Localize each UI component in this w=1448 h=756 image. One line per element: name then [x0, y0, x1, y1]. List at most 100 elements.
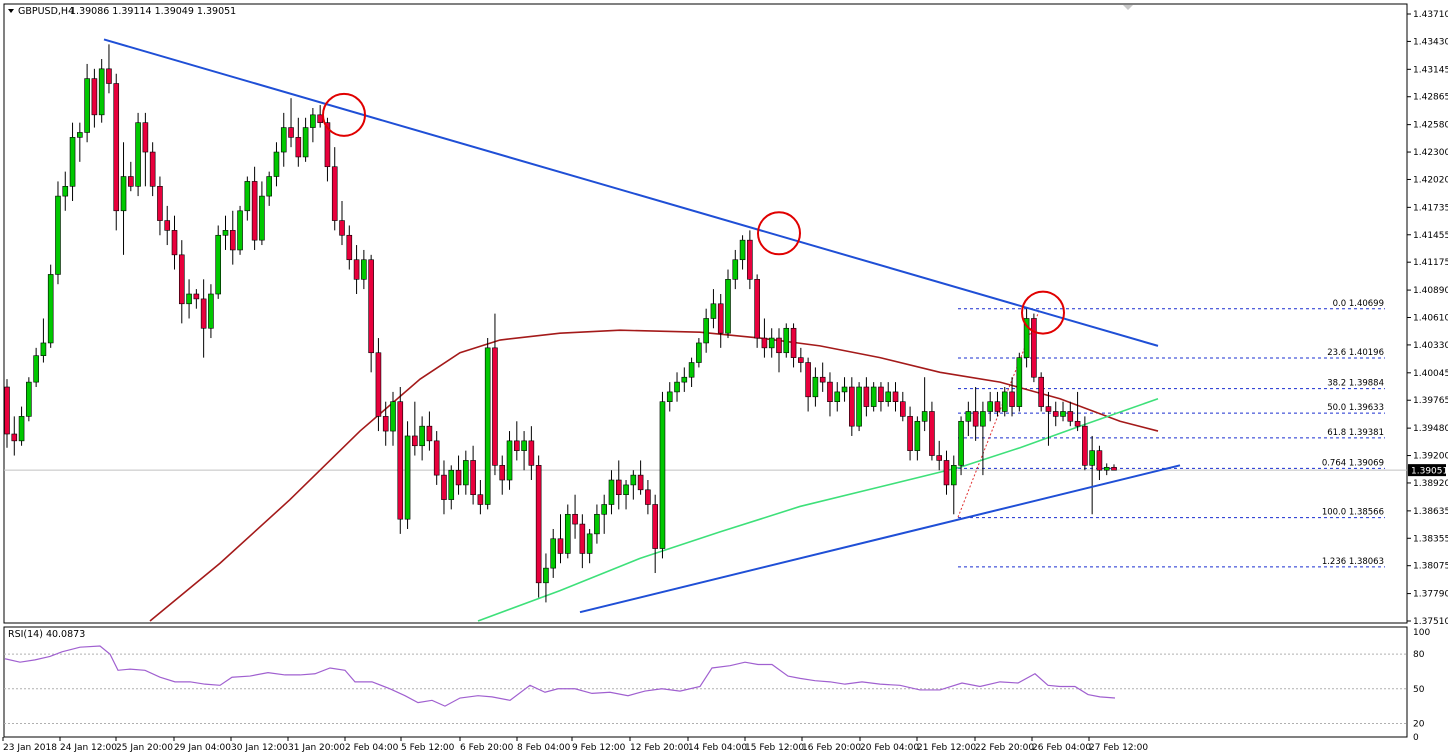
trend-lines[interactable]: [103, 38, 1181, 614]
candle: [106, 44, 112, 94]
candle-bull-body: [521, 440, 527, 451]
fib-level-label: 0.764 1.39069: [1322, 458, 1384, 468]
candle: [1111, 464, 1117, 471]
candle: [834, 382, 841, 412]
candle-bear-body: [1074, 420, 1081, 427]
candle-bull-body: [812, 376, 819, 398]
candle: [164, 205, 171, 246]
candle-bear-body: [412, 435, 418, 447]
candle-bull-body: [703, 318, 709, 344]
candle-bull-body: [55, 195, 61, 275]
price-tick-label: 1.38920: [1413, 479, 1448, 489]
candle-bear-body: [761, 337, 768, 349]
price-tick-label: 1.43710: [1413, 10, 1448, 20]
candle-bull-body: [987, 401, 993, 412]
candle-bull-body: [40, 342, 47, 356]
candle-bull-body: [404, 435, 411, 520]
candle-bear-body: [1009, 391, 1015, 407]
candle-bull-body: [84, 78, 90, 133]
candle: [441, 460, 447, 515]
candle: [623, 480, 629, 510]
candle: [171, 215, 178, 270]
candle-bear-body: [171, 230, 178, 256]
candle: [492, 313, 498, 476]
candle: [805, 357, 811, 412]
candle-bear-body: [637, 474, 644, 491]
ma-red-line: [149, 329, 1159, 622]
time-tick-label: 27 Feb 12:00: [1089, 743, 1148, 753]
ma-green-line: [477, 398, 1159, 622]
candle-bull-body: [208, 293, 214, 329]
candle-bear-body: [426, 425, 433, 442]
candle: [288, 98, 294, 148]
candle: [819, 362, 826, 392]
candle: [484, 338, 491, 510]
candle-bear-body: [907, 416, 913, 451]
candle-bull-body: [135, 122, 141, 187]
candle: [943, 450, 950, 495]
candle-bull-body: [696, 342, 702, 363]
candle-bear-body: [492, 347, 498, 466]
candle-bull-body: [950, 465, 957, 486]
candle-bull-body: [768, 337, 775, 349]
price-tick-label: 1.40890: [1413, 286, 1448, 296]
candle-bull-body: [26, 381, 32, 417]
scroll-marker-icon[interactable]: [1123, 5, 1133, 10]
candle: [98, 59, 105, 123]
candle-bear-body: [331, 166, 338, 221]
candle: [950, 455, 957, 515]
candle-bull-body: [215, 234, 222, 295]
candle-bull-body: [1103, 466, 1110, 471]
candle-bull-body: [870, 386, 877, 407]
candle-bear-body: [397, 401, 404, 520]
candle: [768, 328, 775, 358]
candle-bull-body: [732, 259, 739, 280]
candle-bear-body: [324, 122, 331, 168]
candle-bear-body: [164, 220, 171, 231]
candle-bull-body: [564, 513, 571, 554]
candle: [703, 308, 709, 353]
time-tick-label: 31 Jan 20:00: [288, 743, 345, 753]
symbol-dropdown-icon[interactable]: [8, 9, 14, 13]
highlight-circle: [1021, 290, 1065, 335]
candle-bull-body: [739, 239, 746, 261]
candle-bull-body: [484, 347, 491, 505]
candle-bull-body: [1060, 411, 1066, 417]
time-tick-label: 29 Jan 04:00: [174, 743, 231, 753]
candle: [1016, 352, 1023, 412]
time-tick-label: 2 Feb 04:00: [345, 743, 399, 753]
candle-bull-body: [62, 186, 69, 197]
price-tick-label: 1.42300: [1413, 148, 1448, 158]
candle: [200, 279, 207, 358]
candle-bear-body: [754, 279, 760, 339]
candle: [470, 445, 476, 505]
candle: [18, 406, 25, 446]
candle: [1103, 463, 1110, 476]
candle-bull-body: [244, 181, 251, 212]
candle-bear-body: [339, 220, 345, 236]
candle: [965, 401, 972, 436]
candle: [404, 421, 411, 529]
candle-bull-body: [674, 381, 680, 393]
candle: [1067, 401, 1074, 427]
candle: [645, 480, 651, 515]
candle: [878, 382, 884, 412]
fibonacci-levels: 0.0 1.40699 23.6 1.40196 38.2 1.39884 50.0 …: [957, 299, 1385, 568]
rsi-plot-frame: [3, 626, 1408, 738]
candle-bear-body: [535, 465, 542, 584]
candle: [310, 107, 316, 143]
candle-bear-body: [827, 381, 833, 402]
candle-bear-body: [579, 523, 586, 554]
candle-bear-body: [790, 327, 797, 358]
candle-bear-body: [193, 293, 200, 300]
time-tick-label: 8 Feb 04:00: [517, 743, 571, 753]
fib-level-label: 100.0 1.38566: [1322, 508, 1384, 518]
candle-bear-body: [863, 386, 870, 407]
time-tick-label: 24 Jan 12:00: [60, 743, 117, 753]
candle-bull-body: [659, 401, 666, 549]
candle: [237, 205, 243, 255]
candle: [514, 421, 520, 461]
price-tick-label: 1.37510: [1413, 617, 1448, 627]
